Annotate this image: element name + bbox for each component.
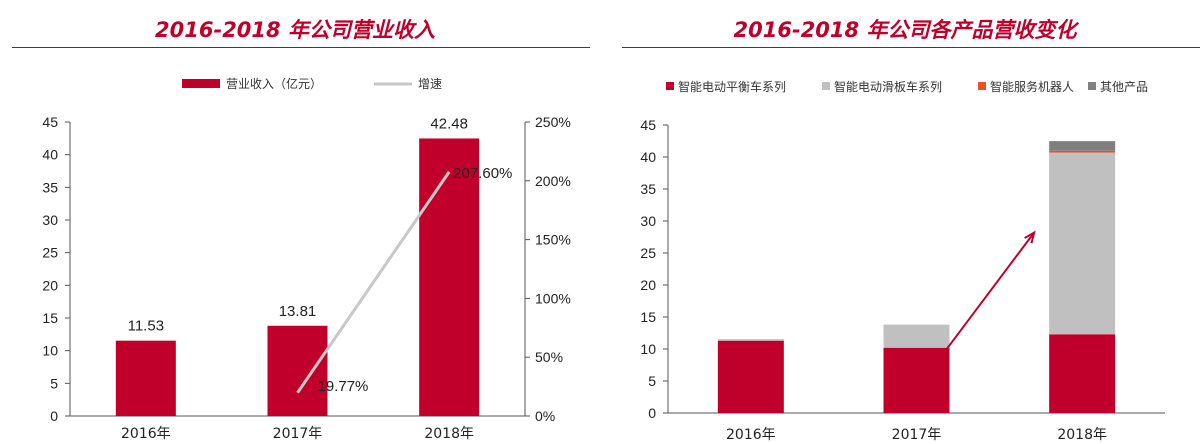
stacked-bar-segment [1049, 141, 1116, 151]
growth-data-label: 19.77% [318, 378, 369, 395]
y-tick-label: 45 [640, 117, 656, 133]
revenue-bar [115, 340, 176, 416]
revenue-data-label: 13.81 [279, 303, 317, 320]
y-tick-label: 20 [640, 277, 656, 293]
revenue-bar [267, 325, 328, 416]
y-tick-label: 35 [42, 179, 58, 195]
legend-swatch [978, 82, 986, 90]
revenue-chart-title: 2016-2018 年公司营业收入 [155, 18, 435, 42]
x-tick-label: 2016年 [121, 426, 171, 442]
revenue-bar [419, 138, 480, 417]
y-tick-label: 30 [640, 213, 656, 229]
legend-swatch-revenue [182, 79, 220, 88]
x-tick-label: 2017年 [892, 427, 942, 443]
legend-label-growth: 增速 [418, 77, 442, 91]
y2-tick-label: 50% [535, 349, 563, 365]
growth-arrow [927, 231, 1035, 374]
x-tick-label: 2018年 [1057, 427, 1107, 443]
product-revenue-chart-svg: 智能电动平衡车系列 智能电动滑板车系列 智能服务机器人 其他产品 0 5 10 15 20 25 3… [640, 79, 1165, 443]
growth-arrow-head [1024, 230, 1036, 244]
y2-tick-label: 200% [535, 173, 571, 189]
revenue-chart-panel: 2016-2018 年公司营业收入 营业收入（亿元） 增速 0 5 10 15 20 25 30… [0, 0, 590, 444]
y2-tick-label: 150% [535, 232, 571, 248]
legend-label: 其他产品 [1100, 80, 1148, 94]
stacked-bar-segment [1049, 152, 1116, 335]
y-tick-label: 40 [640, 149, 656, 165]
y-tick-label: 15 [640, 309, 656, 325]
legend-label: 智能服务机器人 [990, 79, 1074, 94]
stacked-bar-segment [1049, 334, 1116, 413]
revenue-data-label: 42.48 [430, 115, 468, 132]
y2-tick-label: 250% [535, 114, 571, 130]
y-tick-label: 0 [50, 408, 58, 424]
y-tick-label: 20 [42, 277, 58, 293]
x-tick-label: 2016年 [726, 427, 776, 443]
title-rule [12, 47, 590, 48]
product-revenue-chart-panel: 2016-2018 年公司各产品营收变化 智能电动平衡车系列 智能电动滑板车系列智… [610, 0, 1200, 444]
title-rule [622, 47, 1200, 48]
y-tick-label: 5 [50, 375, 58, 391]
legend-swatch [822, 82, 830, 90]
y-tick-label: 30 [42, 212, 58, 228]
revenue-chart-svg: 营业收入（亿元） 增速 0 5 10 15 20 25 30 35 40 45 0% 50% 100% 150… [42, 76, 571, 442]
legend-label: 智能电动滑板车系列 [834, 79, 942, 94]
legend-label: 智能电动平衡车系列 [678, 79, 786, 94]
growth-data-label: 207.60% [453, 165, 512, 182]
y-tick-label: 10 [42, 343, 58, 359]
stacked-bar-segment [717, 340, 784, 413]
x-tick-label: 2018年 [424, 426, 474, 442]
y-tick-label: 10 [640, 341, 656, 357]
y-tick-label: 25 [640, 245, 656, 261]
y2-tick-label: 100% [535, 290, 571, 306]
legend-swatch [1088, 82, 1096, 90]
stacked-bar-segment [883, 324, 950, 348]
stacked-bar-segment [1049, 150, 1116, 153]
y2-tick-label: 0% [535, 408, 555, 424]
y-tick-label: 25 [42, 245, 58, 261]
y-tick-label: 15 [42, 310, 58, 326]
revenue-data-label: 11.53 [128, 318, 164, 335]
legend-swatch [666, 82, 674, 90]
y-tick-label: 5 [648, 373, 656, 389]
y-tick-label: 40 [42, 147, 58, 163]
y-tick-label: 0 [648, 405, 656, 421]
y-tick-label: 35 [640, 181, 656, 197]
product-revenue-chart-title: 2016-2018 年公司各产品营收变化 [733, 18, 1077, 42]
stacked-bar-segment [717, 339, 784, 341]
x-tick-label: 2017年 [273, 426, 323, 442]
growth-line [296, 171, 451, 394]
y-tick-label: 45 [42, 114, 58, 130]
legend-label-revenue: 营业收入（亿元） [226, 76, 322, 91]
